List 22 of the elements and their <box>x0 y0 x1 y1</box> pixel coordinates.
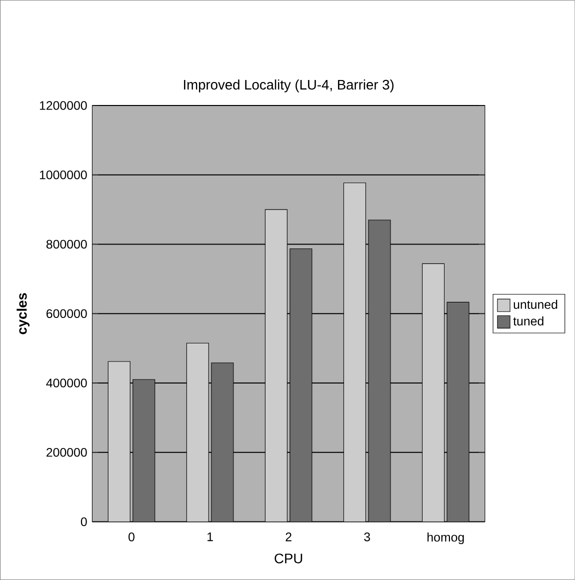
y-axis-title: cycles <box>16 293 30 334</box>
x-tick-label: homog <box>427 532 464 544</box>
bar <box>186 342 209 522</box>
y-tick-label: 400000 <box>46 378 87 388</box>
x-tick-label: 3 <box>364 532 370 542</box>
chart-title: Improved Locality (LU-4, Barrier 3) <box>184 79 394 92</box>
bar <box>343 182 366 522</box>
y-tick-label: 200000 <box>46 448 87 457</box>
y-tick-label: 0 <box>80 517 87 526</box>
bar <box>264 209 288 522</box>
y-tick-label: 1000000 <box>40 170 87 180</box>
y-tick-label: 800000 <box>46 240 87 249</box>
x-axis-title: CPU <box>274 554 302 564</box>
x-tick-label: 0 <box>128 532 134 542</box>
x-tick-label: 1 <box>207 532 213 542</box>
x-tick-label: 2 <box>286 532 292 542</box>
legend-label: untuned <box>514 300 558 309</box>
y-tick-label: 1200000 <box>40 101 87 110</box>
bar <box>422 263 444 522</box>
y-tick-label: 600000 <box>46 309 87 318</box>
legend-label: tuned <box>513 316 544 326</box>
bar <box>108 361 130 522</box>
